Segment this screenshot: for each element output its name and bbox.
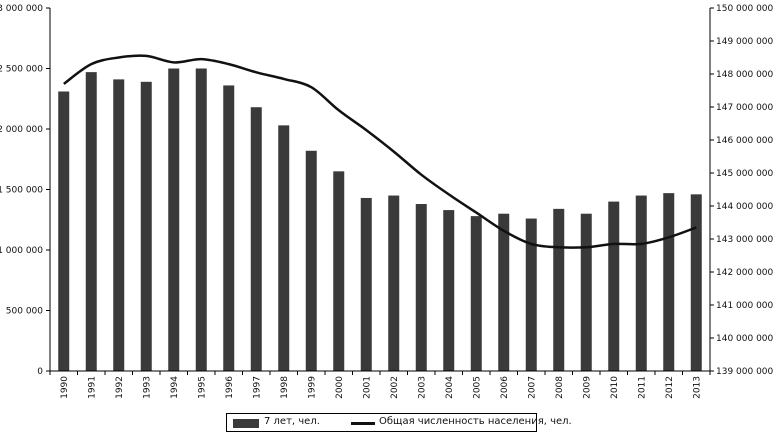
right-tick-label: 143 000 000 bbox=[716, 235, 774, 245]
x-tick-label: 1995 bbox=[197, 376, 207, 399]
x-tick-label: 2004 bbox=[445, 376, 455, 399]
right-tick-label: 142 000 000 bbox=[716, 268, 774, 278]
bar bbox=[113, 79, 125, 371]
right-axis-ticks: 139 000 000 140 000 000 141 000 000 142 000… bbox=[710, 4, 774, 377]
bar bbox=[525, 218, 537, 371]
x-tick-label: 2011 bbox=[637, 376, 647, 399]
x-tick-label: 2007 bbox=[527, 376, 537, 399]
bar bbox=[388, 195, 400, 371]
x-tick-label: 1996 bbox=[225, 376, 235, 399]
left-tick-label: 2 000 000 bbox=[0, 125, 43, 135]
bar bbox=[663, 193, 675, 371]
bar bbox=[140, 81, 152, 371]
left-tick-label: 3 000 000 bbox=[0, 4, 43, 14]
x-tick-label: 2008 bbox=[555, 376, 565, 399]
population-line bbox=[63, 54, 697, 249]
bar bbox=[58, 91, 70, 372]
x-tick-label: 1997 bbox=[252, 376, 262, 399]
bar bbox=[195, 68, 207, 371]
left-tick-label: 1 000 000 bbox=[0, 246, 43, 256]
right-tick-label: 146 000 000 bbox=[716, 136, 774, 146]
bar bbox=[635, 195, 647, 371]
right-tick-label: 149 000 000 bbox=[716, 37, 774, 47]
x-tick-label: 2002 bbox=[390, 376, 400, 399]
bar bbox=[250, 107, 262, 371]
x-tick-label: 1998 bbox=[280, 376, 290, 399]
bar bbox=[415, 204, 427, 371]
legend-line-label: Общая численность населения, чел. bbox=[379, 416, 572, 427]
x-tick-label: 1990 bbox=[60, 376, 70, 399]
x-tick-label: 2006 bbox=[500, 376, 510, 399]
right-tick-label: 147 000 000 bbox=[716, 103, 774, 113]
bar bbox=[608, 201, 620, 371]
bar bbox=[498, 213, 510, 371]
right-tick-label: 145 000 000 bbox=[716, 169, 774, 179]
x-tick-label: 1992 bbox=[115, 376, 125, 399]
x-tick-label: 1993 bbox=[142, 376, 152, 399]
bar bbox=[443, 210, 455, 371]
x-tick-label: 1991 bbox=[87, 376, 97, 399]
bar bbox=[305, 150, 317, 371]
bar bbox=[333, 171, 345, 371]
left-axis-ticks: 0 500 000 1 000 000 1 500 000 2 000 000 2 500… bbox=[0, 4, 50, 377]
left-tick-label: 500 000 bbox=[6, 307, 43, 317]
bar bbox=[580, 213, 592, 371]
x-tick-label: 1994 bbox=[170, 376, 180, 399]
right-tick-label: 150 000 000 bbox=[716, 4, 774, 14]
right-tick-label: 139 000 000 bbox=[716, 367, 774, 377]
x-tick-label: 2003 bbox=[417, 376, 427, 399]
x-tick-label: 2001 bbox=[362, 376, 372, 399]
right-tick-label: 148 000 000 bbox=[716, 70, 774, 80]
bar bbox=[553, 208, 565, 371]
x-axis-ticks: 1990 1991 1992 1993 1994 1995 1996 1997 1998 1999… bbox=[49, 371, 711, 399]
x-tick-label: 2013 bbox=[692, 376, 702, 399]
right-tick-label: 144 000 000 bbox=[716, 202, 774, 212]
legend-line-swatch bbox=[351, 422, 375, 425]
bar bbox=[85, 72, 97, 371]
left-tick-label: 1 500 000 bbox=[0, 186, 43, 196]
legend-bar-label: 7 лет, чел. bbox=[264, 416, 320, 427]
x-tick-label: 2009 bbox=[582, 376, 592, 399]
bar bbox=[168, 68, 180, 371]
x-tick-label: 2012 bbox=[665, 376, 675, 399]
x-tick-label: 1999 bbox=[307, 376, 317, 399]
legend-bar-swatch bbox=[233, 419, 259, 428]
bar bbox=[690, 194, 702, 371]
bar-series bbox=[58, 68, 702, 372]
legend: 7 лет, чел. Общая численность населения,… bbox=[226, 413, 572, 432]
right-tick-label: 141 000 000 bbox=[716, 301, 774, 311]
bar bbox=[223, 85, 235, 371]
left-tick-label: 2 500 000 bbox=[0, 65, 43, 75]
right-tick-label: 140 000 000 bbox=[716, 334, 774, 344]
bar bbox=[470, 216, 482, 371]
bar bbox=[278, 125, 290, 372]
x-tick-label: 2000 bbox=[335, 376, 345, 399]
x-tick-label: 2005 bbox=[472, 376, 482, 399]
x-tick-label: 2010 bbox=[610, 376, 620, 399]
bar bbox=[360, 197, 372, 371]
left-tick-label: 0 bbox=[37, 367, 43, 377]
line-series bbox=[63, 54, 697, 249]
chart: 0 500 000 1 000 000 1 500 000 2 000 000 2 500… bbox=[0, 4, 774, 399]
